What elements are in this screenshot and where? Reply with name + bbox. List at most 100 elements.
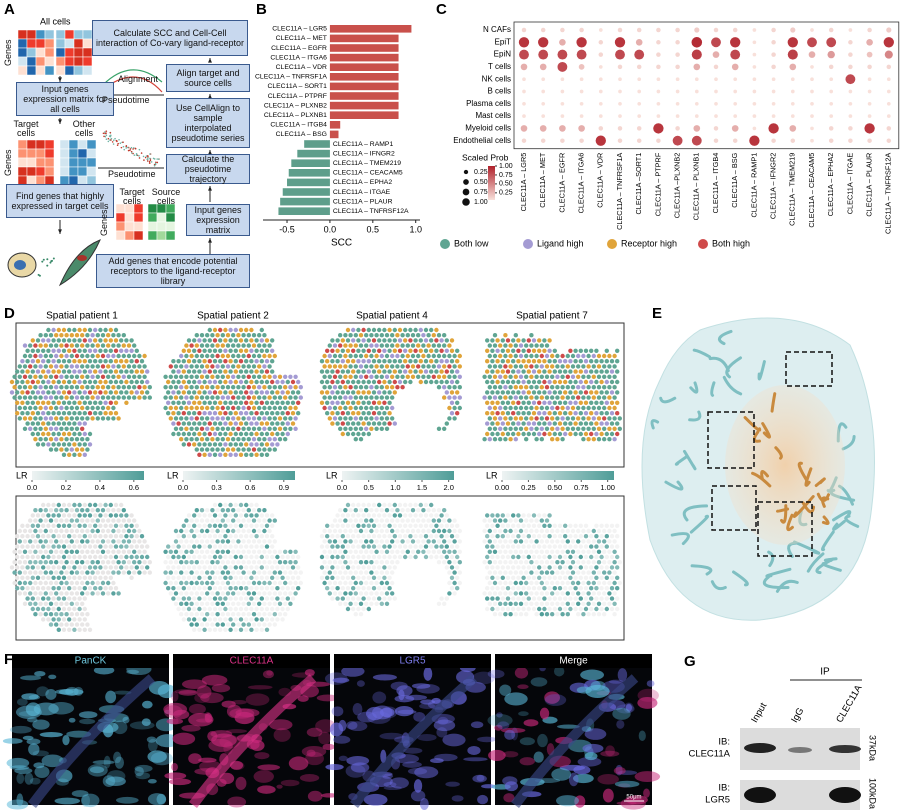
- spot: [262, 622, 267, 627]
- spot: [325, 359, 330, 364]
- spot: [207, 421, 212, 426]
- highlight-box: [707, 411, 755, 469]
- spot: [343, 539, 348, 544]
- spot: [537, 523, 542, 528]
- spot: [534, 416, 539, 421]
- spot: [607, 364, 612, 369]
- spot: [246, 539, 251, 544]
- tissue: [347, 721, 368, 732]
- spot: [171, 359, 176, 364]
- tissue: [164, 772, 187, 780]
- spot: [560, 385, 565, 390]
- spot: [210, 591, 215, 596]
- spot: [327, 549, 332, 554]
- spot: [371, 575, 377, 580]
- spot: [570, 385, 576, 390]
- spot: [17, 549, 22, 554]
- colorbar-label: LR: [16, 470, 28, 480]
- spot: [103, 513, 108, 518]
- spot: [607, 395, 612, 400]
- spot: [332, 580, 338, 586]
- spot: [189, 601, 194, 606]
- spot: [332, 528, 338, 534]
- spot: [35, 534, 41, 539]
- spot: [518, 549, 524, 554]
- spot: [511, 379, 516, 385]
- spot: [369, 374, 374, 379]
- spot: [498, 612, 503, 617]
- step-box: Calculate the pseudotime trajectory: [166, 154, 250, 184]
- tissue: [168, 778, 192, 786]
- spot: [612, 528, 617, 534]
- spot: [108, 359, 114, 364]
- spot: [293, 385, 298, 390]
- spot: [59, 333, 64, 338]
- spot: [30, 575, 35, 580]
- spot: [413, 554, 418, 560]
- spot: [521, 534, 526, 539]
- spot: [225, 528, 231, 534]
- dot: [886, 89, 891, 94]
- spot: [22, 343, 28, 348]
- spot: [327, 570, 332, 575]
- scatter-dot: [145, 155, 148, 157]
- spot: [447, 395, 452, 400]
- spot: [487, 353, 492, 359]
- scatter-dot: [150, 161, 153, 163]
- spot: [387, 390, 392, 395]
- bar-label: CLEC11A – IFNGR2: [333, 150, 395, 157]
- spot: [555, 560, 560, 565]
- spot: [356, 327, 361, 333]
- spot: [202, 431, 207, 437]
- spot: [591, 560, 596, 565]
- spot: [228, 586, 233, 591]
- spot: [80, 395, 85, 400]
- spot: [82, 513, 88, 518]
- spot: [72, 421, 77, 426]
- spot: [85, 437, 90, 442]
- spot: [338, 343, 343, 348]
- spot: [358, 405, 364, 411]
- spot: [599, 379, 604, 385]
- spot: [61, 544, 67, 549]
- dot: [614, 37, 626, 48]
- spot: [38, 508, 43, 513]
- spot: [516, 379, 521, 385]
- spot: [85, 612, 90, 617]
- spot: [573, 400, 578, 405]
- spot: [581, 612, 586, 617]
- spot: [403, 513, 408, 518]
- spot: [338, 416, 343, 421]
- spot: [531, 390, 537, 395]
- scatter-dot: [116, 144, 119, 147]
- spot: [228, 348, 233, 353]
- dot: [693, 125, 701, 132]
- spot: [74, 405, 80, 411]
- spot: [179, 591, 184, 596]
- spot: [205, 374, 210, 379]
- spot: [596, 426, 602, 431]
- spot: [113, 534, 119, 539]
- tissue: [617, 770, 638, 776]
- spot: [557, 596, 563, 601]
- spot: [241, 591, 246, 596]
- spot: [581, 591, 586, 596]
- spot: [285, 421, 290, 426]
- spot: [249, 369, 254, 374]
- spot: [275, 606, 280, 612]
- spot: [43, 385, 48, 390]
- spot: [98, 565, 103, 570]
- spot: [495, 513, 500, 518]
- spot: [568, 575, 573, 580]
- spot: [361, 390, 366, 395]
- spot: [364, 405, 369, 411]
- spot: [521, 421, 526, 426]
- spot: [596, 374, 602, 379]
- spot: [423, 338, 429, 343]
- spot: [283, 395, 288, 400]
- spot: [69, 333, 75, 338]
- dot: [578, 125, 585, 132]
- spot: [181, 617, 186, 622]
- colorbar-tick-label: 0.0: [27, 483, 37, 492]
- spot: [80, 353, 85, 359]
